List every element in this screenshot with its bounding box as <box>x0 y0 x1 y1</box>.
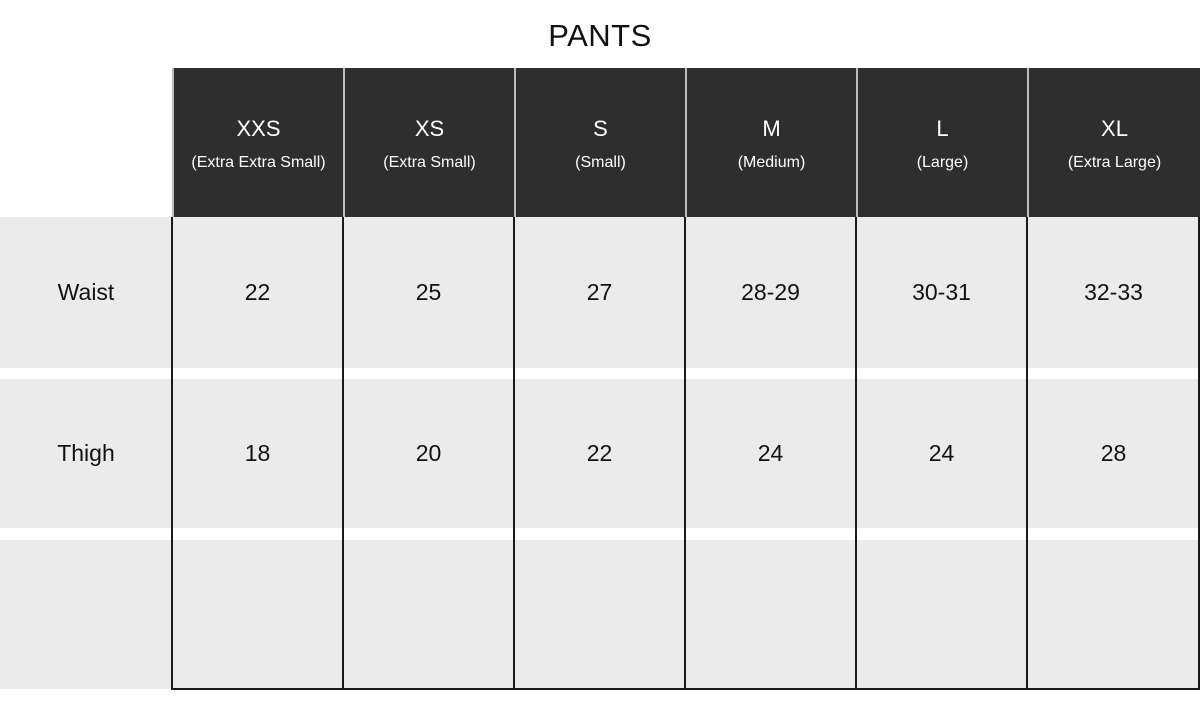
table-cell: 28-29 <box>741 278 800 305</box>
table-cell: 20 <box>415 439 442 466</box>
size-description: (Large) <box>916 154 969 171</box>
grid-line <box>513 217 515 690</box>
size-code: XXS <box>236 116 281 141</box>
table-cell: 22 <box>586 439 613 466</box>
grid-line <box>1198 217 1200 690</box>
table-cell: 32-33 <box>1084 278 1143 305</box>
column-header: M (Medium) <box>685 68 856 217</box>
table-row <box>0 540 1200 689</box>
column-header: S (Small) <box>514 68 685 217</box>
size-code: S <box>593 116 608 141</box>
size-description: (Extra Small) <box>383 154 476 171</box>
column-header: XL (Extra Large) <box>1027 68 1200 217</box>
size-code: XL <box>1101 116 1128 141</box>
grid-line <box>1026 217 1028 690</box>
size-description: (Extra Extra Small) <box>191 154 326 171</box>
grid-line <box>855 217 857 690</box>
size-description: (Small) <box>575 154 626 171</box>
page-title: PANTS <box>548 18 652 53</box>
table-cell: 27 <box>586 278 613 305</box>
table-cell: 22 <box>244 278 271 305</box>
size-code: L <box>936 116 949 141</box>
size-description: (Extra Large) <box>1067 154 1162 171</box>
table-row <box>0 379 1200 528</box>
grid-line <box>342 217 344 690</box>
table-cell: 30-31 <box>912 278 971 305</box>
row-label: Waist <box>57 278 115 305</box>
table-cell: 28 <box>1100 439 1127 466</box>
size-description: (Medium) <box>737 154 806 171</box>
column-header: L (Large) <box>856 68 1027 217</box>
table-cell: 24 <box>928 439 955 466</box>
table-cell: 18 <box>244 439 271 466</box>
table-cell: 25 <box>415 278 442 305</box>
table-cell: 24 <box>757 439 784 466</box>
row-label: Thigh <box>57 439 115 466</box>
grid-line <box>171 217 173 690</box>
grid-line <box>684 217 686 690</box>
column-header: XS (Extra Small) <box>343 68 514 217</box>
table-row <box>0 217 1200 368</box>
grid-line <box>172 688 1200 690</box>
column-header: XXS (Extra Extra Small) <box>172 68 343 217</box>
size-code: M <box>762 116 781 141</box>
size-code: XS <box>414 116 445 141</box>
